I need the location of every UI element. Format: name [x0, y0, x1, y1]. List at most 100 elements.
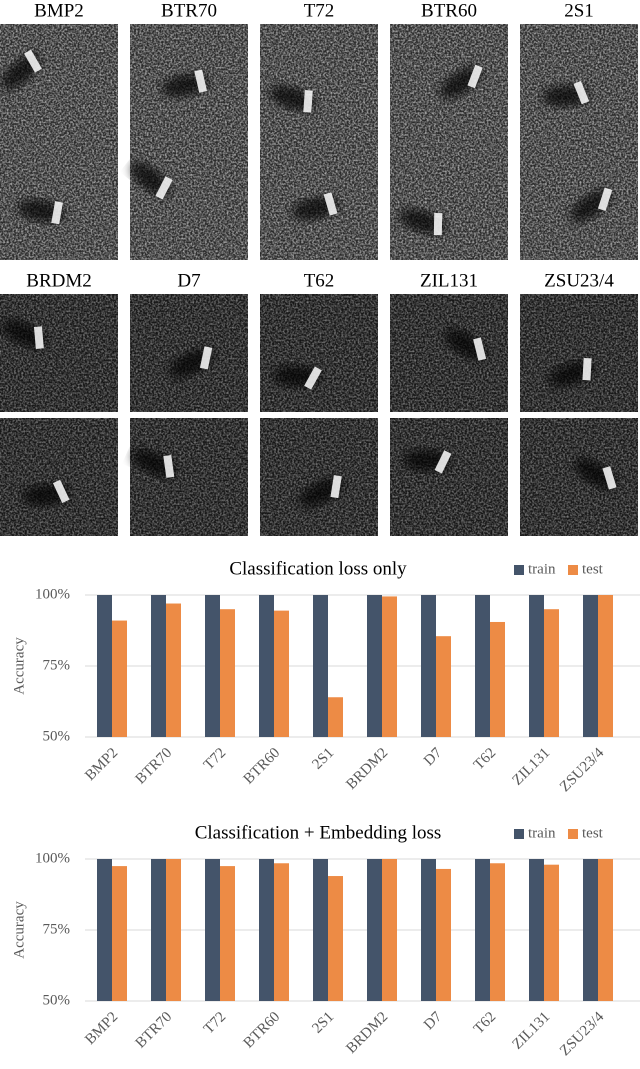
image-label: ZIL131	[420, 270, 478, 291]
x-tick-label: BRDM2	[343, 1009, 391, 1057]
x-tick-label: ZSU23/4	[557, 1009, 608, 1060]
legend-swatch	[514, 565, 524, 575]
legend-swatch	[568, 829, 578, 839]
bar	[367, 595, 382, 737]
image-noise	[390, 294, 508, 412]
bar	[220, 866, 235, 1001]
bar	[328, 876, 343, 1001]
bar	[367, 859, 382, 1001]
bar	[598, 595, 613, 737]
image-noise	[130, 142, 248, 260]
y-tick-label: 75%	[43, 921, 71, 937]
target-glint	[155, 176, 173, 200]
bar	[529, 595, 544, 737]
bar	[421, 859, 436, 1001]
sar-image	[390, 418, 508, 536]
target-glint	[433, 213, 443, 236]
legend-swatch	[568, 565, 578, 575]
image-label: BTR70	[161, 0, 217, 21]
sar-image	[520, 418, 638, 536]
image-label: T62	[304, 270, 335, 291]
x-tick-label: T72	[201, 1009, 229, 1037]
y-axis-label: Accuracy	[11, 637, 27, 695]
image-noise	[0, 418, 118, 536]
sar-image	[0, 418, 118, 536]
target-glint	[23, 49, 42, 73]
bar	[274, 863, 289, 1001]
sar-image	[520, 24, 638, 142]
bar	[544, 609, 559, 737]
target-glint	[163, 455, 175, 478]
image-noise	[260, 294, 378, 412]
target-glint	[602, 466, 617, 490]
image-label: BTR60	[421, 0, 477, 21]
y-tick-label: 50%	[43, 728, 71, 744]
legend-swatch	[514, 829, 524, 839]
y-tick-label: 50%	[43, 992, 71, 1008]
image-noise	[390, 142, 508, 260]
x-tick-label: 2S1	[309, 1009, 337, 1037]
x-tick-label: ZSU23/4	[557, 745, 608, 796]
x-tick-label: BMP2	[82, 1009, 121, 1048]
legend-label: test	[582, 825, 604, 841]
bar	[205, 859, 220, 1001]
x-tick-label: T72	[201, 745, 229, 773]
sar-image	[130, 294, 248, 412]
sar-image	[260, 418, 378, 536]
x-tick-label: BTR70	[133, 1009, 176, 1052]
x-tick-label: T62	[471, 745, 499, 773]
y-axis-label: Accuracy	[11, 901, 27, 959]
target-glint	[582, 358, 592, 381]
legend-label: test	[582, 561, 604, 577]
bar	[490, 621, 505, 737]
sar-image	[130, 418, 248, 536]
image-noise	[520, 294, 638, 412]
target-glint	[467, 64, 483, 89]
image-noise	[130, 418, 248, 536]
bar	[382, 596, 397, 737]
bar	[166, 859, 181, 1001]
x-tick-label: BTR70	[133, 745, 176, 788]
bar	[583, 859, 598, 1001]
x-tick-label: BMP2	[82, 745, 121, 784]
sar-image	[390, 24, 508, 142]
image-noise	[0, 142, 118, 260]
sar-image	[0, 294, 118, 412]
bar	[205, 595, 220, 737]
image-label: BRDM2	[26, 270, 91, 291]
target-glint	[330, 475, 342, 499]
image-noise	[260, 418, 378, 536]
sar-image	[260, 142, 378, 260]
target-glint	[434, 450, 452, 474]
target-glint	[51, 201, 63, 225]
image-noise	[520, 142, 638, 260]
sar-image	[130, 142, 248, 260]
bar	[313, 595, 328, 737]
sar-image	[0, 24, 118, 142]
bar	[274, 610, 289, 737]
bar	[112, 866, 127, 1001]
x-tick-label: D7	[421, 745, 446, 770]
bar	[97, 859, 112, 1001]
image-label: D7	[177, 270, 200, 291]
image-noise	[390, 418, 508, 536]
target-glint	[573, 80, 590, 105]
sar-image	[520, 142, 638, 260]
chart-title: Classification loss only	[229, 558, 407, 579]
image-label: T72	[304, 0, 335, 21]
legend-label: train	[528, 561, 556, 577]
target-glint	[473, 337, 487, 361]
target-shadow	[169, 348, 214, 378]
x-tick-label: BRDM2	[343, 745, 391, 793]
bar	[328, 697, 343, 737]
image-label: 2S1	[564, 0, 594, 21]
target-glint	[304, 366, 322, 390]
bar	[382, 859, 397, 1001]
sar-image	[0, 142, 118, 260]
target-shadow	[439, 66, 482, 99]
x-tick-label: BTR60	[241, 745, 284, 788]
bar	[436, 868, 451, 1001]
y-tick-label: 75%	[43, 657, 71, 673]
